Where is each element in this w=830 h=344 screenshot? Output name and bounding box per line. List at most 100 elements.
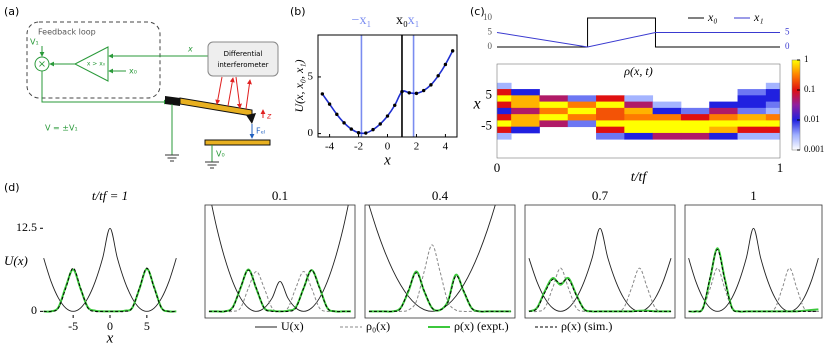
heat-cell	[497, 89, 512, 96]
plot-frame	[496, 63, 781, 159]
y-tick-label: 0	[488, 41, 493, 51]
y-axis-label: U(x)	[4, 253, 28, 268]
y-tick-label: 12.5	[16, 220, 37, 234]
heat-cell	[596, 126, 625, 134]
x-tick-label: 4	[443, 141, 449, 153]
legend-label: x₀	[707, 10, 718, 24]
heat-cell	[737, 107, 767, 115]
heat-cell	[511, 126, 540, 134]
curve	[43, 227, 177, 312]
protocol-line	[496, 32, 780, 48]
laser	[215, 76, 223, 105]
heat-cell	[680, 126, 710, 134]
heat-cell	[765, 107, 780, 115]
force-label: Fₑₗ	[256, 127, 265, 136]
heat-cell	[567, 101, 597, 109]
heat-cell	[652, 101, 682, 109]
heat-cell	[709, 114, 738, 121]
heat-cell	[497, 107, 512, 115]
y2-tick-label: 5	[785, 27, 790, 37]
panel-title: t/tf = 1	[92, 188, 128, 203]
point	[371, 127, 375, 132]
heat-cell	[596, 101, 625, 109]
heat-cell	[709, 120, 738, 128]
ground	[165, 154, 179, 162]
curve	[688, 227, 819, 312]
x-tick-label: -4	[325, 141, 335, 153]
z-label: z	[266, 112, 272, 121]
y-tick-label: 0	[31, 303, 37, 317]
heat-cell	[737, 89, 767, 96]
heat-cell	[652, 132, 682, 140]
curve	[368, 272, 512, 313]
heat-cell	[497, 126, 512, 134]
point	[356, 130, 361, 135]
heat-cell	[596, 132, 625, 140]
heat-cell	[709, 132, 738, 140]
curve	[528, 227, 672, 312]
x-tick-label: 0	[385, 141, 391, 153]
heat-cell	[680, 132, 710, 140]
legend-label: ρ(x) (sim.)	[561, 319, 612, 333]
point	[364, 131, 368, 135]
x-tick-label: 1	[777, 160, 784, 175]
heat-cell	[511, 120, 540, 128]
heat-cell	[567, 114, 597, 121]
panel-title: 0.4	[432, 188, 449, 203]
v1-label: V₁	[30, 38, 39, 47]
loop-label: Feedback loop	[38, 28, 96, 37]
heat-cell	[497, 82, 512, 90]
heat-cell	[539, 120, 569, 128]
multiplier-sign: ×	[38, 59, 46, 70]
heat-cell	[624, 132, 654, 140]
y-tick-label: 5	[488, 27, 493, 37]
plot-frame	[684, 204, 823, 319]
point	[385, 114, 390, 118]
heat-cell	[765, 120, 780, 128]
legend-label: x₁	[753, 10, 764, 24]
comparator-label: x > x₀	[87, 61, 106, 68]
point	[429, 83, 433, 87]
heat-cell	[737, 101, 767, 109]
legend-label: U(x)	[281, 319, 304, 333]
heat-cell	[511, 101, 540, 109]
heat-cell	[624, 114, 654, 121]
point	[414, 91, 419, 96]
heat-cell	[624, 107, 654, 115]
legend-label: ρ₀(x)	[366, 319, 390, 333]
interferometer-label: interferometer	[217, 61, 268, 69]
cantilever-base	[165, 96, 180, 106]
point	[327, 102, 332, 106]
bias-label: V = ±V₁	[45, 124, 78, 133]
loop-box	[26, 21, 161, 99]
heat-cell	[497, 132, 512, 140]
point	[450, 49, 455, 53]
x-tick-label: -5	[68, 319, 78, 333]
x0-label: x₀	[129, 67, 137, 76]
heat-cell	[511, 95, 540, 102]
heat-cell	[539, 95, 569, 102]
curve	[528, 278, 672, 312]
heat-cell	[652, 114, 682, 121]
curve	[688, 267, 819, 313]
y-tick-label: 0	[308, 127, 314, 139]
heat-cell	[511, 107, 540, 115]
comparator	[73, 46, 109, 82]
y-tick-label: -5	[481, 118, 492, 133]
heat-cell	[737, 114, 767, 121]
heat-cell	[765, 95, 780, 102]
interferometer-label: Differential	[224, 50, 263, 58]
heat-cell	[497, 120, 512, 128]
heat-cell	[652, 120, 682, 128]
x-tick-label: 0	[107, 319, 113, 333]
plot-frame	[204, 204, 356, 319]
heatmap-title: ρ(x, t)	[623, 64, 652, 78]
reference-label: x₀	[396, 13, 408, 28]
legend-label: ρ(x) (expt.)	[454, 319, 509, 333]
protocol-line	[497, 17, 780, 48]
heat-cell	[680, 114, 710, 121]
heat-cell	[680, 107, 710, 115]
curve	[211, 205, 349, 312]
heat-cell	[596, 120, 625, 128]
